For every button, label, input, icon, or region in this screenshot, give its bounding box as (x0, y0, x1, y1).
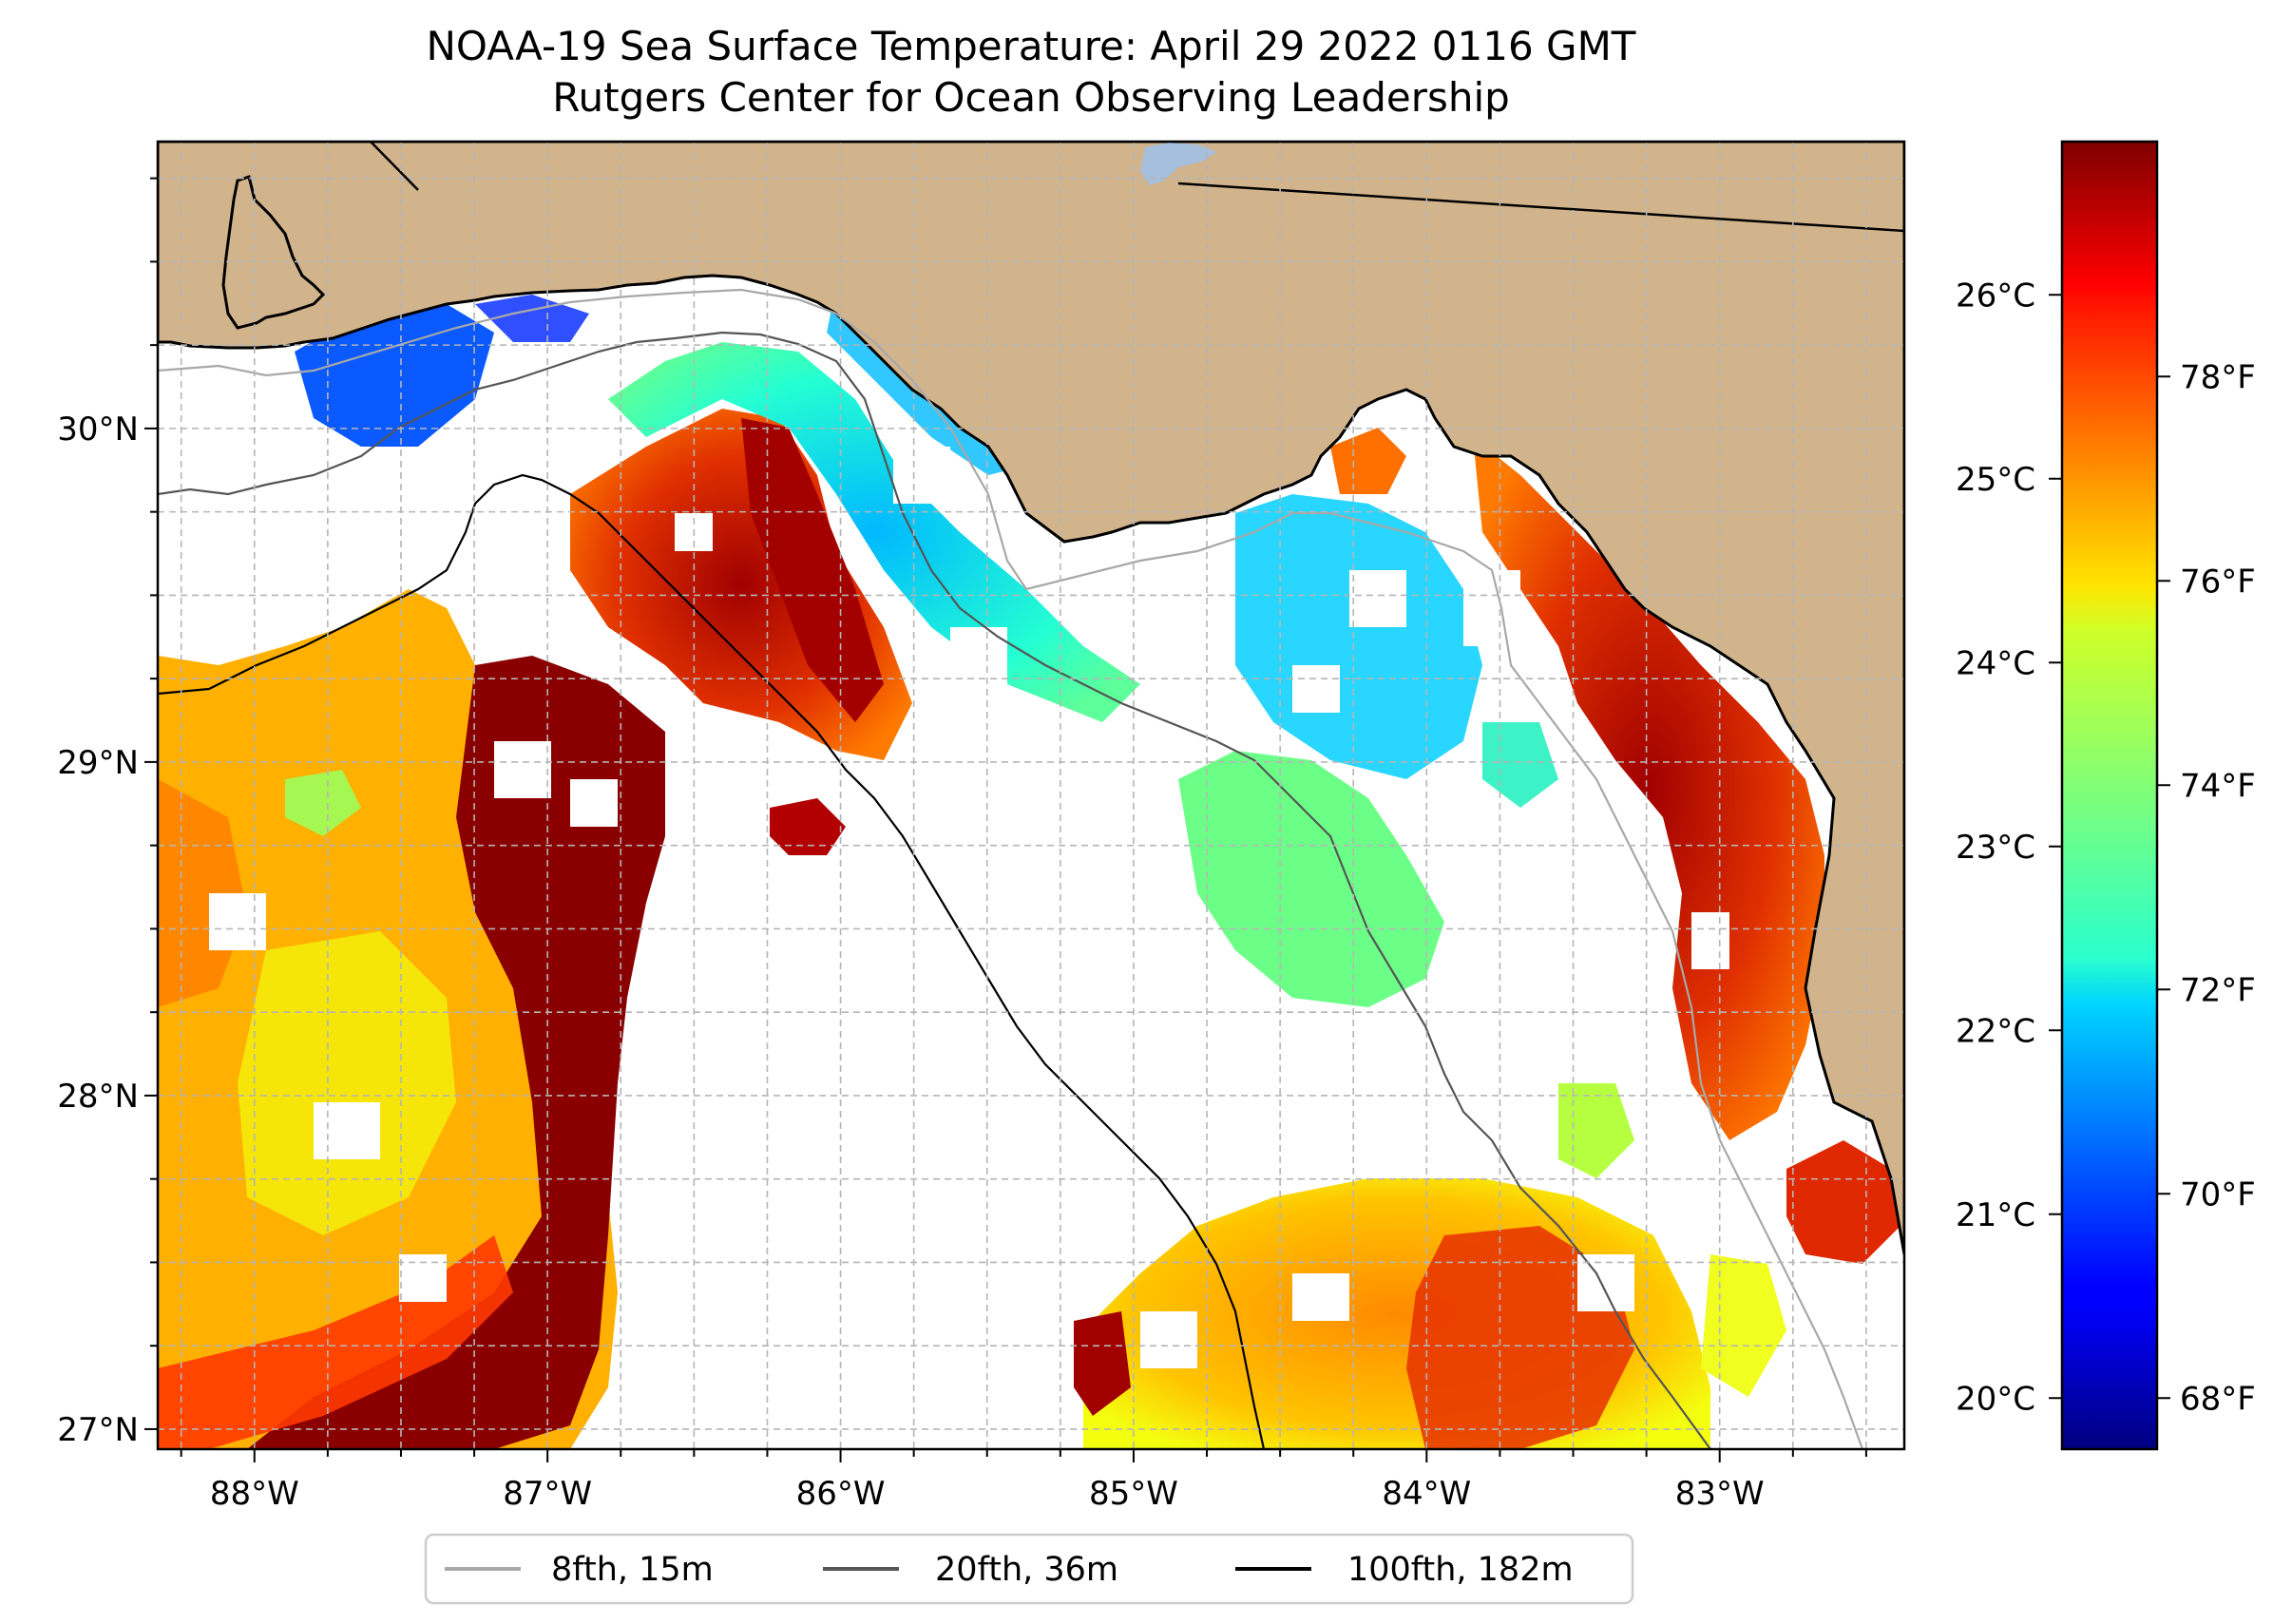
x-tick-label: 85°W (1089, 1475, 1178, 1513)
state-border-north (370, 142, 419, 191)
fahrenheit-tick-label: 68°F (2180, 1380, 2256, 1418)
sst-east-cyan-patch (1482, 722, 1558, 808)
lake (1140, 143, 1216, 185)
x-tick-label: 88°W (210, 1475, 299, 1513)
x-tick-label: 87°W (503, 1475, 592, 1513)
y-axis: 30°N 29°N 28°N 27°N (57, 177, 158, 1449)
colorbar-celsius-axis: 26°C 25°C 24°C 23°C 22°C 21°C 20°C (1956, 277, 2062, 1418)
x-axis: 88°W 87°W 86°W 85°W 84°W 83°W (180, 1449, 1867, 1513)
sst-west-green-patch (285, 770, 361, 836)
y-tick-label: 30°N (57, 411, 139, 449)
x-tick-label: 83°W (1675, 1475, 1765, 1513)
map-panel: 88°W 87°W 86°W 85°W 84°W 83°W 30°N 29°N 28°N 27°… (57, 140, 1906, 1513)
sst-northeast-orange (1330, 428, 1406, 494)
x-tick-label: 84°W (1382, 1475, 1471, 1513)
sst-northwest-cool-patch (295, 304, 494, 447)
title-line-2: Rutgers Center for Ocean Observing Leade… (552, 74, 1510, 121)
land-mobile-bay-peninsula (221, 175, 326, 330)
y-tick-label: 29°N (57, 744, 139, 782)
land-layer (158, 142, 1904, 1255)
celsius-tick-label: 25°C (1956, 461, 2035, 499)
sst-southeast-red-patch (1786, 1140, 1900, 1264)
legend-entry-20fth: 20fth, 36m (823, 1551, 1118, 1589)
fahrenheit-tick-label: 78°F (2180, 358, 2256, 396)
colorbar-gradient (2060, 140, 2159, 1451)
sst-south-green-patch (1558, 1083, 1634, 1178)
sst-red-patch-858 (770, 798, 846, 855)
contour-100fth (158, 473, 1266, 1449)
celsius-tick-label: 22°C (1956, 1012, 2035, 1050)
state-border (1177, 182, 1904, 233)
legend-box (424, 1533, 1634, 1605)
fahrenheit-tick-label: 72°F (2180, 971, 2256, 1009)
map-frame (156, 140, 1906, 1451)
gridlines (158, 142, 1904, 1449)
celsius-tick-label: 26°C (1956, 277, 2035, 315)
title-line-1: NOAA-19 Sea Surface Temperature: April 2… (427, 23, 1636, 69)
fahrenheit-tick-label: 70°F (2180, 1175, 2256, 1213)
fahrenheit-tick-label: 76°F (2180, 563, 2256, 601)
sst-southeast-yellow-patch (1701, 1254, 1786, 1397)
legend-label-8fth: 8fth, 15m (551, 1551, 714, 1589)
y-tick-label: 28°N (57, 1078, 139, 1116)
legend-label-100fth: 100fth, 182m (1347, 1551, 1574, 1589)
x-tick-label: 86°W (796, 1475, 886, 1513)
celsius-tick-label: 21°C (1956, 1196, 2035, 1234)
sst-south-dark-red-patch (1074, 1311, 1131, 1416)
sst-north-blue-streak (475, 295, 589, 342)
sst-data-layer (158, 285, 1900, 1449)
legend: 8fth, 15m 20fth, 36m 100fth, 182m (424, 1533, 1634, 1605)
y-tick-label: 27°N (57, 1411, 139, 1449)
celsius-tick-label: 20°C (1956, 1380, 2035, 1418)
colorbar-fahrenheit-axis: 78°F 76°F 74°F 72°F 70°F 68°F (2157, 358, 2256, 1418)
sst-florida-warm-band (1473, 437, 1824, 1140)
land-alabama-florida (158, 142, 1904, 1255)
sst-east-green-shelf (1178, 751, 1444, 1007)
legend-label-20fth: 20fth, 36m (935, 1551, 1118, 1589)
legend-entry-8fth: 8fth, 15m (445, 1551, 714, 1589)
cloud-gaps (209, 447, 1729, 1368)
contour-20fth (158, 331, 1711, 1449)
celsius-tick-label: 24°C (1956, 644, 2035, 682)
celsius-tick-label: 23°C (1956, 829, 2035, 867)
colorbar: 26°C 25°C 24°C 23°C 22°C 21°C 20°C 78°F 76°F 74°… (1956, 140, 2256, 1451)
sst-central-dark-core (741, 418, 884, 722)
bathymetry-contours (158, 288, 1864, 1449)
contour-8fth (158, 288, 1864, 1449)
legend-entry-100fth: 100fth, 182m (1235, 1551, 1574, 1589)
fahrenheit-tick-label: 74°F (2180, 767, 2256, 805)
sst-dark-red-tongue (247, 656, 665, 1449)
